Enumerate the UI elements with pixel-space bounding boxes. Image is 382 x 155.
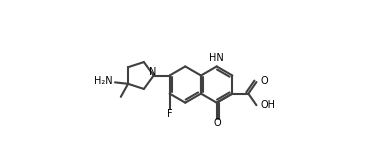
Text: F: F xyxy=(167,109,172,119)
Text: O: O xyxy=(260,76,268,86)
Text: OH: OH xyxy=(261,100,276,110)
Text: N: N xyxy=(149,67,157,77)
Text: HN: HN xyxy=(209,53,223,63)
Text: H₂N: H₂N xyxy=(94,76,112,86)
Text: O: O xyxy=(214,118,221,128)
